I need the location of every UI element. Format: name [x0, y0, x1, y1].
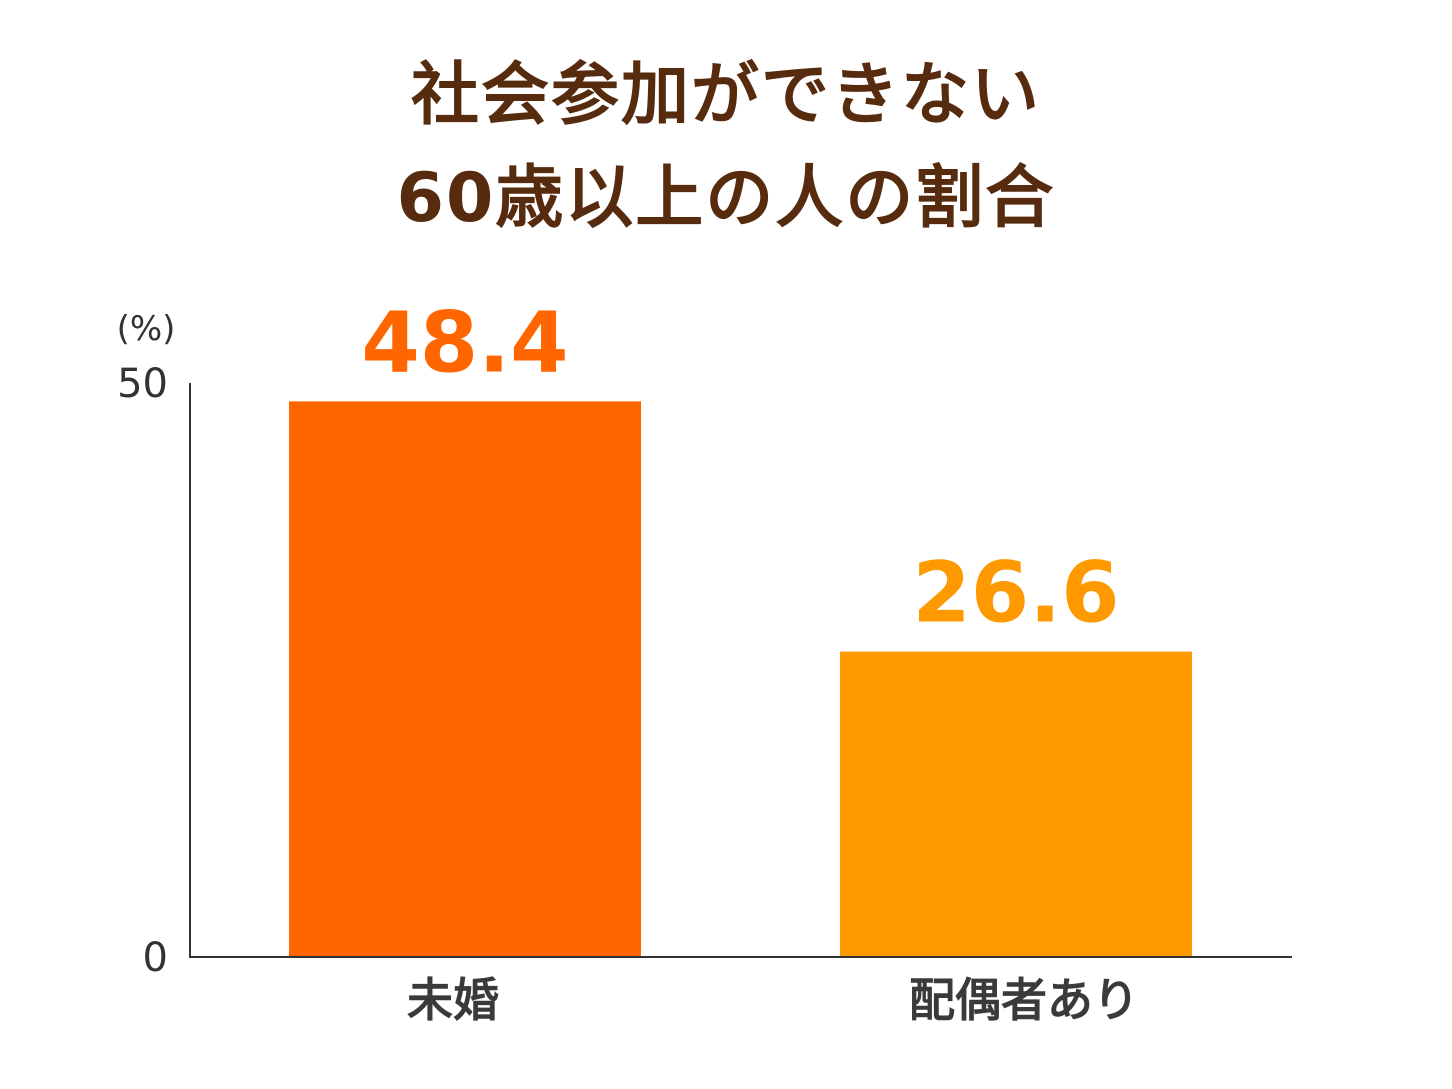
data-label-1: 48.4 — [361, 293, 568, 391]
y-tick-label: 50 — [117, 361, 168, 407]
chart-title-line-2: 60歳以上の人の割合 — [396, 159, 1056, 238]
bar-2 — [840, 651, 1192, 957]
y-axis-unit-label: (%) — [117, 309, 176, 349]
data-label-2: 26.6 — [912, 544, 1119, 642]
chart-title-line-1: 社会参加ができない — [410, 56, 1041, 135]
category-label-1: 未婚 — [407, 973, 499, 1027]
y-tick-label: 0 — [143, 935, 168, 981]
bar-1 — [289, 401, 641, 957]
category-label-2: 配偶者あり — [909, 973, 1139, 1027]
